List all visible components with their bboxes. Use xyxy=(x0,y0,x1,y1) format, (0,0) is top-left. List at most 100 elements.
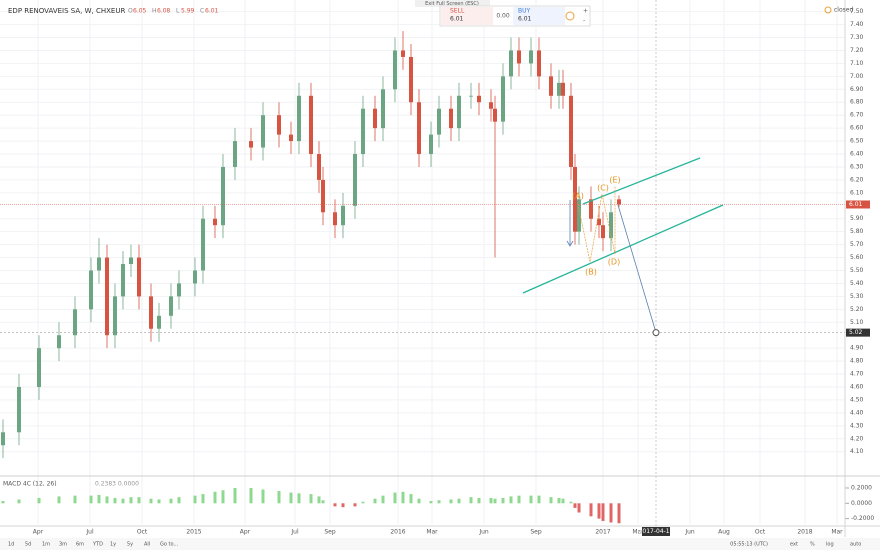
macd-bar xyxy=(105,496,109,504)
toggle[interactable]: ext xyxy=(790,542,798,548)
x-tick-label: Jul xyxy=(85,529,94,536)
candle-body xyxy=(549,76,553,96)
macd-bar xyxy=(221,490,225,504)
y-tick-label: 4.60 xyxy=(850,383,864,390)
y-tick-label: 6.80 xyxy=(850,99,864,106)
y-tick-label: 4.40 xyxy=(850,409,864,416)
candle-body xyxy=(137,257,141,297)
macd-bar xyxy=(601,503,605,521)
x-tick-label: Sep xyxy=(530,529,542,536)
candle-body xyxy=(477,95,481,103)
ohlc-letter: L xyxy=(176,8,180,15)
x-tick-label: Mar xyxy=(426,529,438,536)
candle-body xyxy=(121,264,125,297)
toolbar-button[interactable]: All xyxy=(144,542,150,548)
sell-button[interactable] xyxy=(441,7,493,25)
toolbar-button[interactable]: 1y xyxy=(110,542,116,548)
channel-lower xyxy=(522,204,724,294)
toggle[interactable]: % xyxy=(810,542,815,548)
exit-hint-box[interactable] xyxy=(415,0,490,7)
ohlc-letter: H xyxy=(152,8,157,15)
macd-bar xyxy=(57,496,61,504)
y-tick-label: 5.50 xyxy=(850,267,864,274)
macd-bar xyxy=(573,503,577,508)
macd-bar xyxy=(509,496,513,504)
y-tick-label: 6.90 xyxy=(850,86,864,93)
target-box xyxy=(846,328,870,337)
x-tick-label: 2016 xyxy=(390,529,405,536)
pattern-label: (D) xyxy=(608,258,620,267)
last-price-label: 6.01 xyxy=(849,201,863,208)
toolbar-button[interactable]: 3m xyxy=(59,542,67,548)
macd-bar xyxy=(233,487,237,504)
macd-bar xyxy=(393,492,397,504)
candle-body xyxy=(409,56,413,103)
plus-button[interactable]: + xyxy=(583,8,588,15)
toolbar-button[interactable]: 1d xyxy=(8,542,14,548)
macd-bar xyxy=(589,503,593,517)
macd-bar xyxy=(537,495,541,504)
candle-body xyxy=(561,82,565,96)
macd-bar xyxy=(333,503,337,507)
candle-body xyxy=(601,225,605,239)
macd-bar xyxy=(529,495,533,504)
projection-end xyxy=(652,329,660,337)
candle-body xyxy=(517,50,521,64)
x-tick-label: Oct xyxy=(755,529,766,536)
macd-bar xyxy=(381,495,385,504)
x-tick-label: 2015 xyxy=(186,529,201,536)
toolbar-button[interactable]: 1m xyxy=(42,542,50,548)
candle-body xyxy=(193,270,197,284)
candle-body xyxy=(401,50,405,57)
plot xyxy=(0,0,845,526)
x-tick-label: Jun xyxy=(684,529,695,536)
toolbar-button[interactable]: YTD xyxy=(92,542,103,548)
crosshair-box xyxy=(642,527,670,536)
toggle[interactable]: log xyxy=(826,542,834,548)
macd-bar xyxy=(169,498,173,504)
toolbar-button[interactable]: 5y xyxy=(127,542,133,548)
macd-bar xyxy=(549,497,553,504)
candle-body xyxy=(381,89,385,129)
x-tick-label: Aug xyxy=(718,529,730,536)
macd-bar xyxy=(113,497,117,504)
macd-tick-label: 0.2000 xyxy=(851,484,872,491)
buy-button[interactable] xyxy=(513,7,565,25)
y-tick-label: 7.50 xyxy=(850,8,864,15)
macd-bar xyxy=(321,500,325,504)
macd-bar xyxy=(561,498,565,504)
toolbar-button[interactable]: Go to... xyxy=(160,542,179,548)
candle-body xyxy=(417,102,421,155)
ohlc-value: 6.01 xyxy=(205,8,219,15)
toggle[interactable]: auto xyxy=(850,542,861,548)
x-tick-label: 2017 xyxy=(595,529,610,536)
y-tick-label: 6.30 xyxy=(850,163,864,170)
macd-bar xyxy=(97,494,101,504)
candle-body xyxy=(569,95,573,167)
info-icon[interactable] xyxy=(565,11,575,21)
y-tick-label: 6.70 xyxy=(850,112,864,119)
macd-bar xyxy=(489,497,493,504)
sell-label: SELL xyxy=(450,8,465,15)
y-tick-label: 5.60 xyxy=(850,254,864,261)
macd-bar xyxy=(317,496,321,504)
candle-body xyxy=(1,432,5,446)
x-tick-label: Apr xyxy=(240,529,251,536)
candle-body xyxy=(177,283,181,297)
status-icon xyxy=(824,6,832,14)
macd-bar xyxy=(73,495,77,504)
toolbar-button[interactable]: 6m xyxy=(76,542,84,548)
bottom-bar xyxy=(0,538,880,550)
macd-bar xyxy=(373,498,377,504)
ohlc-letter: C xyxy=(200,8,204,15)
macd-bar xyxy=(449,499,453,504)
macd-bar xyxy=(261,489,265,504)
minus-button[interactable]: - xyxy=(583,18,585,25)
spread: 0.00 xyxy=(496,13,510,20)
toolbar-button[interactable]: 5d xyxy=(25,542,31,548)
macd-bar xyxy=(577,503,581,513)
exit-hint: Exit Full Screen (ESC) xyxy=(425,1,479,7)
x-tick-label: Oct xyxy=(137,529,148,536)
last-price-box xyxy=(846,200,870,209)
y-tick-label: 6.20 xyxy=(850,176,864,183)
